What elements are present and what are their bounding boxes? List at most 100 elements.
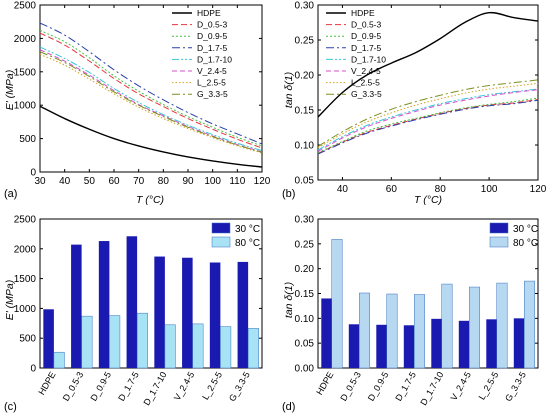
y-tick-label: 0.30 [295,1,315,12]
x-tick-label: 80 [158,176,170,187]
y-tick-label: 2000 [14,34,37,45]
series-line [39,105,263,168]
bar [209,262,221,368]
legend-entry: L_2.5-5 [351,78,380,88]
series-line [39,46,263,152]
x-tick-label: 60 [108,176,120,187]
panel-d-label: (d) [282,401,295,413]
category-label: D_1.7-10 [141,370,168,407]
category-label: V_2.4-5 [172,370,196,402]
x-tick-label: 100 [204,176,221,187]
x-tick-label: 100 [481,184,498,195]
bar [431,318,442,368]
legend-entry: 80 °C [513,238,538,249]
panel-b-xlabel: T (°C) [414,194,442,206]
y-tick-label: 0 [30,364,36,375]
y-tick-label: 2000 [14,244,37,255]
legend-swatch [489,222,509,234]
bar [154,256,165,368]
y-tick-label: 0.25 [295,239,315,250]
x-tick-label: 40 [59,176,71,187]
panel-b-label: (b) [282,188,295,200]
bar [53,351,65,369]
category-label: L_2.5-5 [477,370,501,401]
category-label: D_1.7-10 [418,370,445,407]
x-tick-label: 120 [530,184,547,195]
plot-frame [317,4,539,181]
y-tick-label: 1500 [14,67,37,78]
y-tick-label: 0 [30,168,36,179]
legend-entry: 30 °C [235,224,260,235]
y-tick-label: 500 [19,334,36,345]
panel-a-xlabel: T (°C) [136,194,164,206]
panel-a-label: (a) [4,188,17,200]
legend-entry: D_1.7-5 [197,43,228,53]
legend-entry: V_2.4-5 [197,66,227,76]
category-label: D_0.5-3 [338,370,363,403]
legend-entry: G_3.3-5 [197,89,228,99]
x-tick-label: 90 [182,176,194,187]
category-label: D_1.7-5 [116,370,141,403]
legend-entry: D_0.9-5 [351,31,382,41]
series-line [317,97,539,154]
y-tick-label: 0.30 [295,215,315,226]
y-tick-label: 0.05 [295,176,315,187]
bar [386,293,398,369]
category-label: HDPE [314,370,335,397]
legend-entry: D_0.5-3 [197,20,228,30]
bar [71,244,82,368]
bar [164,324,176,369]
bar [331,239,343,369]
bar [458,320,470,368]
y-tick-label: 2500 [14,1,37,12]
series-line [39,22,263,145]
category-label: D_0.9-5 [88,370,113,403]
panel-c-label: (c) [4,401,17,413]
bar [513,318,525,368]
legend-entry: D_1.7-10 [351,54,386,64]
panel-b-ylabel: tan δ(1) [283,72,295,108]
y-tick-label: 0.10 [295,314,315,325]
x-tick-label: 60 [386,184,398,195]
bar [237,261,249,368]
legend-entry: D_0.9-5 [197,31,228,41]
panel-c-ylabel: E' (MPa) [4,280,16,321]
bar [220,326,232,369]
series-line [39,53,263,154]
category-label: D_0.9-5 [366,370,391,403]
category-label: G_3.3-5 [227,370,252,403]
bar [376,324,387,368]
x-tick-label: 80 [435,184,447,195]
bar [403,325,415,368]
bar [43,309,54,368]
y-tick-label: 1000 [14,304,37,315]
bar [441,283,453,369]
category-label: L_2.5-5 [200,370,224,401]
legend-entry: HDPE [197,8,221,18]
y-tick-label: 2500 [14,215,37,226]
bar [359,292,370,369]
bar [414,294,425,369]
series-line [39,51,263,153]
y-tick-label: 0.20 [295,264,315,275]
x-tick-label: 40 [337,184,349,195]
series-line [39,29,263,147]
series-line [317,89,539,152]
bar [348,324,360,368]
series-line [317,79,539,147]
series-line [317,82,539,149]
series-line [317,99,539,154]
bar [182,257,193,368]
legend-entry: L_2.5-5 [197,78,226,88]
legend-entry: V_2.4-5 [351,66,381,76]
legend-entry: HDPE [351,8,375,18]
bar [524,280,535,369]
x-tick-label: 50 [84,176,96,187]
bar [98,241,110,368]
y-tick-label: 1000 [14,101,37,112]
bar [321,298,332,368]
panel-d-ylabel: tan δ(1) [283,282,295,318]
legend-entry: D_1.7-5 [351,43,382,53]
